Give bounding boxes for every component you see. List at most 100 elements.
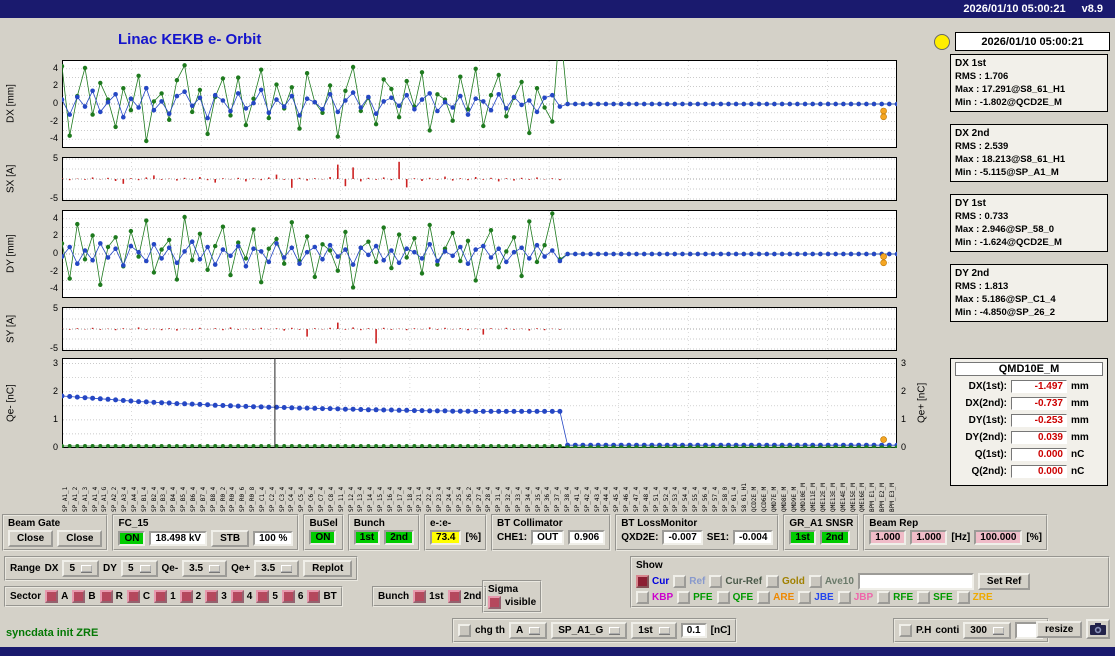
x-tick-label: SP_14_4 (367, 486, 375, 512)
x-tick-label: SP_36_4 (544, 486, 552, 512)
bunch-1st-label: 1st (429, 591, 444, 602)
show-ref-checkbox[interactable] (673, 575, 687, 588)
stat-box-title: DX 2nd (955, 128, 990, 139)
sector-5-checkbox[interactable] (256, 590, 270, 603)
show-ave10-checkbox[interactable] (808, 575, 822, 588)
interval-dropdown[interactable]: 300 (963, 622, 1011, 639)
show-pfe-checkbox[interactable] (677, 591, 691, 604)
bunch-1st-state: 1st (353, 530, 381, 545)
bunch-select-dropdown[interactable]: 1st (631, 622, 677, 639)
x-tick-label: SP_C1_4 (258, 486, 266, 512)
beam-gate-close-button-2[interactable]: Close (57, 530, 103, 547)
x-tick-label: SP_B1_4 (140, 486, 148, 512)
timestamp-box: 2026/01/10 05:00:21 (955, 32, 1110, 51)
monitor-row: DY(1st): -0.253 mm (955, 414, 1103, 427)
x-tick-label: SP_A3_4 (121, 486, 129, 512)
sector-select-dropdown[interactable]: A (509, 622, 548, 639)
snapshot-button[interactable] (1086, 619, 1110, 639)
dropdown-indicator-icon (992, 627, 1004, 634)
show-rfe-checkbox[interactable] (877, 591, 891, 604)
sector-a-checkbox[interactable] (45, 590, 59, 603)
ph-label: P.H (916, 625, 932, 636)
show-curref-checkbox[interactable] (709, 575, 723, 588)
show-gold-label: Gold (782, 576, 805, 587)
x-tick-label: SP_13_4 (357, 486, 365, 512)
range-qe-plus-dropdown[interactable]: 3.5 (254, 560, 300, 577)
chg-th-checkbox[interactable] (458, 624, 471, 637)
sector-6-checkbox[interactable] (281, 590, 295, 603)
sector-b-checkbox[interactable] (72, 590, 86, 603)
q-tick-label-right: 0 (901, 442, 907, 452)
show-cur-checkbox[interactable] (636, 575, 649, 588)
sigma-visible-checkbox[interactable] (488, 596, 501, 609)
se1-label: SE1: (706, 532, 730, 543)
replot-button[interactable]: Replot (303, 560, 353, 577)
range-dx-dropdown[interactable]: 5 (62, 560, 100, 577)
show-jbp-checkbox[interactable] (837, 591, 851, 604)
se1-value: -0.004 (733, 530, 774, 545)
ph-checkbox[interactable] (899, 624, 912, 637)
bunch-1st-checkbox[interactable] (413, 590, 427, 603)
sector-2-checkbox[interactable] (179, 590, 193, 603)
titlebar-version: v8.9 (1081, 3, 1103, 15)
monitor-row-value: -1.497 (1011, 380, 1067, 393)
x-tick-label: SP_51_4 (652, 486, 660, 512)
set-ref-button[interactable]: Set Ref (977, 573, 1031, 590)
beam-gate-close-button-1[interactable]: Close (8, 530, 54, 547)
x-tick-label: SP_A2_2 (111, 486, 119, 512)
fc15-stb-button[interactable]: STB (211, 530, 250, 547)
bunch-group: Bunch 1st 2nd (347, 514, 421, 551)
stat-box: DX 2nd RMS : 2.539 Max : 18.213@S8_61_H1 Mi… (950, 124, 1108, 182)
stat-line: Max : 5.186@SP_C1_4 (955, 294, 1056, 305)
dx-tick-label: 0 (52, 98, 58, 108)
ref-name-input[interactable] (857, 573, 974, 590)
bunch-2nd-label: 2nd (463, 591, 482, 602)
che1-state: OUT (531, 530, 565, 545)
x-tick-label: SP_A1_3 (81, 486, 89, 512)
x-tick-label: QME16E_M (859, 483, 867, 512)
sector-bt-checkbox[interactable] (307, 590, 321, 603)
show-qfe-checkbox[interactable] (716, 591, 730, 604)
show-kbp-checkbox[interactable] (636, 591, 649, 604)
sector-4-checkbox[interactable] (230, 590, 244, 603)
sector-r-checkbox[interactable] (99, 590, 113, 603)
sigma-group: Sigma visible (482, 580, 543, 613)
show-jbe-checkbox[interactable] (798, 591, 812, 604)
sector-3-checkbox[interactable] (205, 590, 219, 603)
monitor-row-value: -0.737 (1011, 397, 1067, 410)
q-tick-label-right: 1 (901, 413, 907, 424)
bunch-2nd-checkbox[interactable] (447, 590, 461, 603)
dx-tick-label: 4 (52, 62, 58, 73)
resize-button[interactable]: resize (1036, 621, 1083, 638)
x-tick-label: SP_45_4 (613, 486, 621, 512)
range-dy-dropdown[interactable]: 5 (120, 560, 158, 577)
range-qe-minus-dropdown[interactable]: 3.5 (182, 560, 228, 577)
sector-1-checkbox[interactable] (154, 590, 168, 603)
ph-conti-group: P.H conti 300 (893, 618, 1049, 643)
monitor-row-unit: mm (1071, 381, 1089, 392)
show-are-checkbox[interactable] (757, 591, 771, 604)
show-row1-items: Cur Ref Cur-Ref Gold Ave10 (636, 575, 854, 588)
x-tick-label: SP_B2_4 (150, 486, 158, 512)
range-qe-minus-label: Qe- (161, 563, 179, 574)
x-tick-label: SP_B7_4 (199, 486, 207, 512)
show-curref: Cur-Ref (709, 575, 762, 588)
bt-collimator-title: BT Collimator (497, 518, 563, 529)
sy-tick-label: 5 (52, 303, 58, 313)
x-tick-label: BPM_E1_M (869, 483, 877, 512)
stat-line: Min : -4.850@SP_26_2 (955, 307, 1056, 318)
x-tick-label: SP_43_4 (593, 486, 601, 512)
monitor-select-dropdown[interactable]: SP_A1_G (551, 622, 628, 639)
monitor-row-unit: nC (1071, 466, 1085, 477)
beam-rep-value-3: 100.000 (974, 530, 1023, 545)
x-tick-label: SP_R0_4 (229, 486, 237, 512)
gr-a1-1st-state: 1st (789, 530, 816, 545)
sector-c-checkbox[interactable] (126, 590, 140, 603)
show-gold-checkbox[interactable] (766, 575, 780, 588)
sector-3: 3 (205, 590, 227, 603)
che1-value: 0.906 (568, 530, 606, 545)
busel-title: BuSel (309, 518, 338, 529)
show-sfe-checkbox[interactable] (917, 591, 931, 604)
show-zre-checkbox[interactable] (956, 591, 970, 604)
x-tick-label: SP_C3_4 (278, 486, 286, 512)
